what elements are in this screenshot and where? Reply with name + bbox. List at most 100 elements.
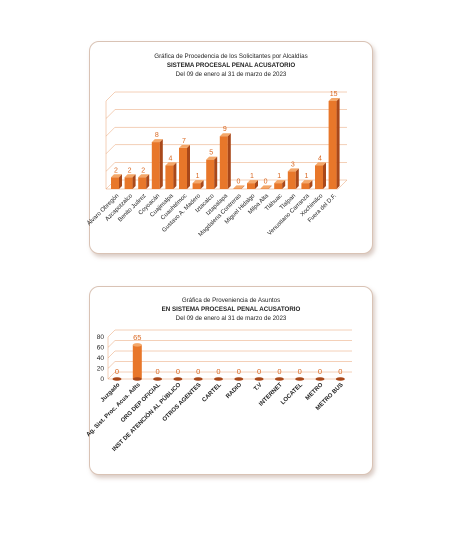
chart-panel-alcaldias: Gráfica de Procedencia de los Solicitant… xyxy=(86,41,373,254)
floor-edge-right xyxy=(337,179,348,190)
bar xyxy=(165,165,174,189)
data-label: 4 xyxy=(168,156,172,163)
data-label: 7 xyxy=(182,138,186,145)
chart-title: Gráfica de Proveniencia de Asuntos xyxy=(181,297,281,304)
y-tick-label: 20 xyxy=(97,366,105,373)
bar-side xyxy=(295,168,299,189)
data-label: 2 xyxy=(141,167,145,174)
bar xyxy=(274,183,283,189)
category-label: T.V xyxy=(253,382,263,392)
bar xyxy=(328,101,337,189)
gridline-depth xyxy=(105,91,116,102)
y-tick-label: 80 xyxy=(97,334,105,341)
bar-side xyxy=(159,139,163,189)
bar-top xyxy=(233,185,245,189)
bar-top xyxy=(315,162,326,166)
bar-side xyxy=(241,185,245,189)
bar-base xyxy=(254,377,264,381)
data-label: 0 xyxy=(176,367,180,376)
data-label: 0 xyxy=(264,178,268,185)
data-label: 0 xyxy=(216,367,220,376)
data-label: 1 xyxy=(196,173,200,180)
data-label: 0 xyxy=(257,367,261,376)
bar-side xyxy=(132,174,136,189)
bar-side xyxy=(200,180,204,189)
gridline-depth xyxy=(107,361,116,369)
bar-base xyxy=(132,377,142,381)
chart-period: Del 09 de enero al 31 de marzo de 2023 xyxy=(175,315,287,322)
data-label: 5 xyxy=(209,150,213,157)
chart-title: Gráfica de Procedencia de los Solicitant… xyxy=(154,53,308,60)
chart-header: Gráfica de Proveniencia de Asuntos EN SI… xyxy=(90,296,372,323)
gridline-depth xyxy=(105,162,116,172)
bar-top xyxy=(111,174,122,178)
bar-side xyxy=(323,162,326,189)
chart-period: Del 09 de enero al 31 de marzo de 2023 xyxy=(175,71,287,78)
bar-side xyxy=(146,174,150,189)
bar-side xyxy=(173,162,177,189)
category-label: LOCATEL xyxy=(280,382,304,406)
data-label: 8 xyxy=(155,132,159,139)
bar-top xyxy=(301,180,313,184)
y-tick-label: 40 xyxy=(97,355,105,362)
category-label: RADIO xyxy=(225,382,243,400)
data-label: 65 xyxy=(133,333,141,342)
chart-subtitle: EN SISTEMA PROCESAL PENAL ACUSATORIO xyxy=(161,306,301,313)
bar-side xyxy=(282,180,286,189)
data-label: 0 xyxy=(236,178,240,185)
data-label: 0 xyxy=(196,367,200,376)
bar-side xyxy=(227,133,231,189)
bar-side xyxy=(309,180,313,189)
bar xyxy=(124,177,133,189)
data-label: 9 xyxy=(223,126,227,133)
data-label: 0 xyxy=(277,367,281,376)
bar-top xyxy=(287,168,299,172)
bar-side xyxy=(214,156,218,189)
bar xyxy=(247,183,255,189)
bar-base xyxy=(315,377,325,381)
bar-top xyxy=(192,180,204,184)
bar xyxy=(219,136,228,189)
category-label: OTROS AGENTES xyxy=(162,382,203,423)
bar xyxy=(260,188,269,189)
gridline-depth xyxy=(107,371,116,380)
bar-base xyxy=(153,377,163,381)
bar-side xyxy=(268,185,272,189)
data-label: 0 xyxy=(338,367,342,376)
bar xyxy=(111,177,119,189)
data-label: 2 xyxy=(128,167,132,174)
data-label: 1 xyxy=(277,173,281,180)
bar-side xyxy=(119,174,122,189)
y-tick-label: 0 xyxy=(100,376,104,383)
chart-header: Gráfica de Procedencia de los Solicitant… xyxy=(90,52,372,79)
bar xyxy=(233,188,242,189)
chart-panel-asuntos: Gráfica de Proveniencia de Asuntos EN SI… xyxy=(86,286,373,475)
data-label: 0 xyxy=(237,367,241,376)
bar xyxy=(151,142,160,189)
bar-top xyxy=(206,156,218,160)
bar-top xyxy=(260,185,272,189)
bar-base xyxy=(295,377,305,381)
bar-top xyxy=(138,174,150,178)
bar-top xyxy=(151,139,163,143)
bar-side xyxy=(255,180,258,189)
bar-top xyxy=(124,174,136,178)
bar xyxy=(206,159,215,189)
bar xyxy=(287,171,296,189)
gridline-depth xyxy=(105,144,116,154)
grid-lines xyxy=(107,329,352,380)
bar-base xyxy=(112,377,122,381)
category-label: CARTEL xyxy=(201,382,223,404)
data-label: 4 xyxy=(318,156,322,163)
data-label: 0 xyxy=(318,367,322,376)
data-label: 15 xyxy=(330,91,338,98)
data-label: 0 xyxy=(115,367,119,376)
bar xyxy=(315,165,323,189)
category-label: METRO xyxy=(305,382,325,402)
bar-base xyxy=(274,377,284,381)
bar-base xyxy=(335,377,345,381)
bar-top xyxy=(328,98,340,101)
bar-top xyxy=(132,343,142,347)
